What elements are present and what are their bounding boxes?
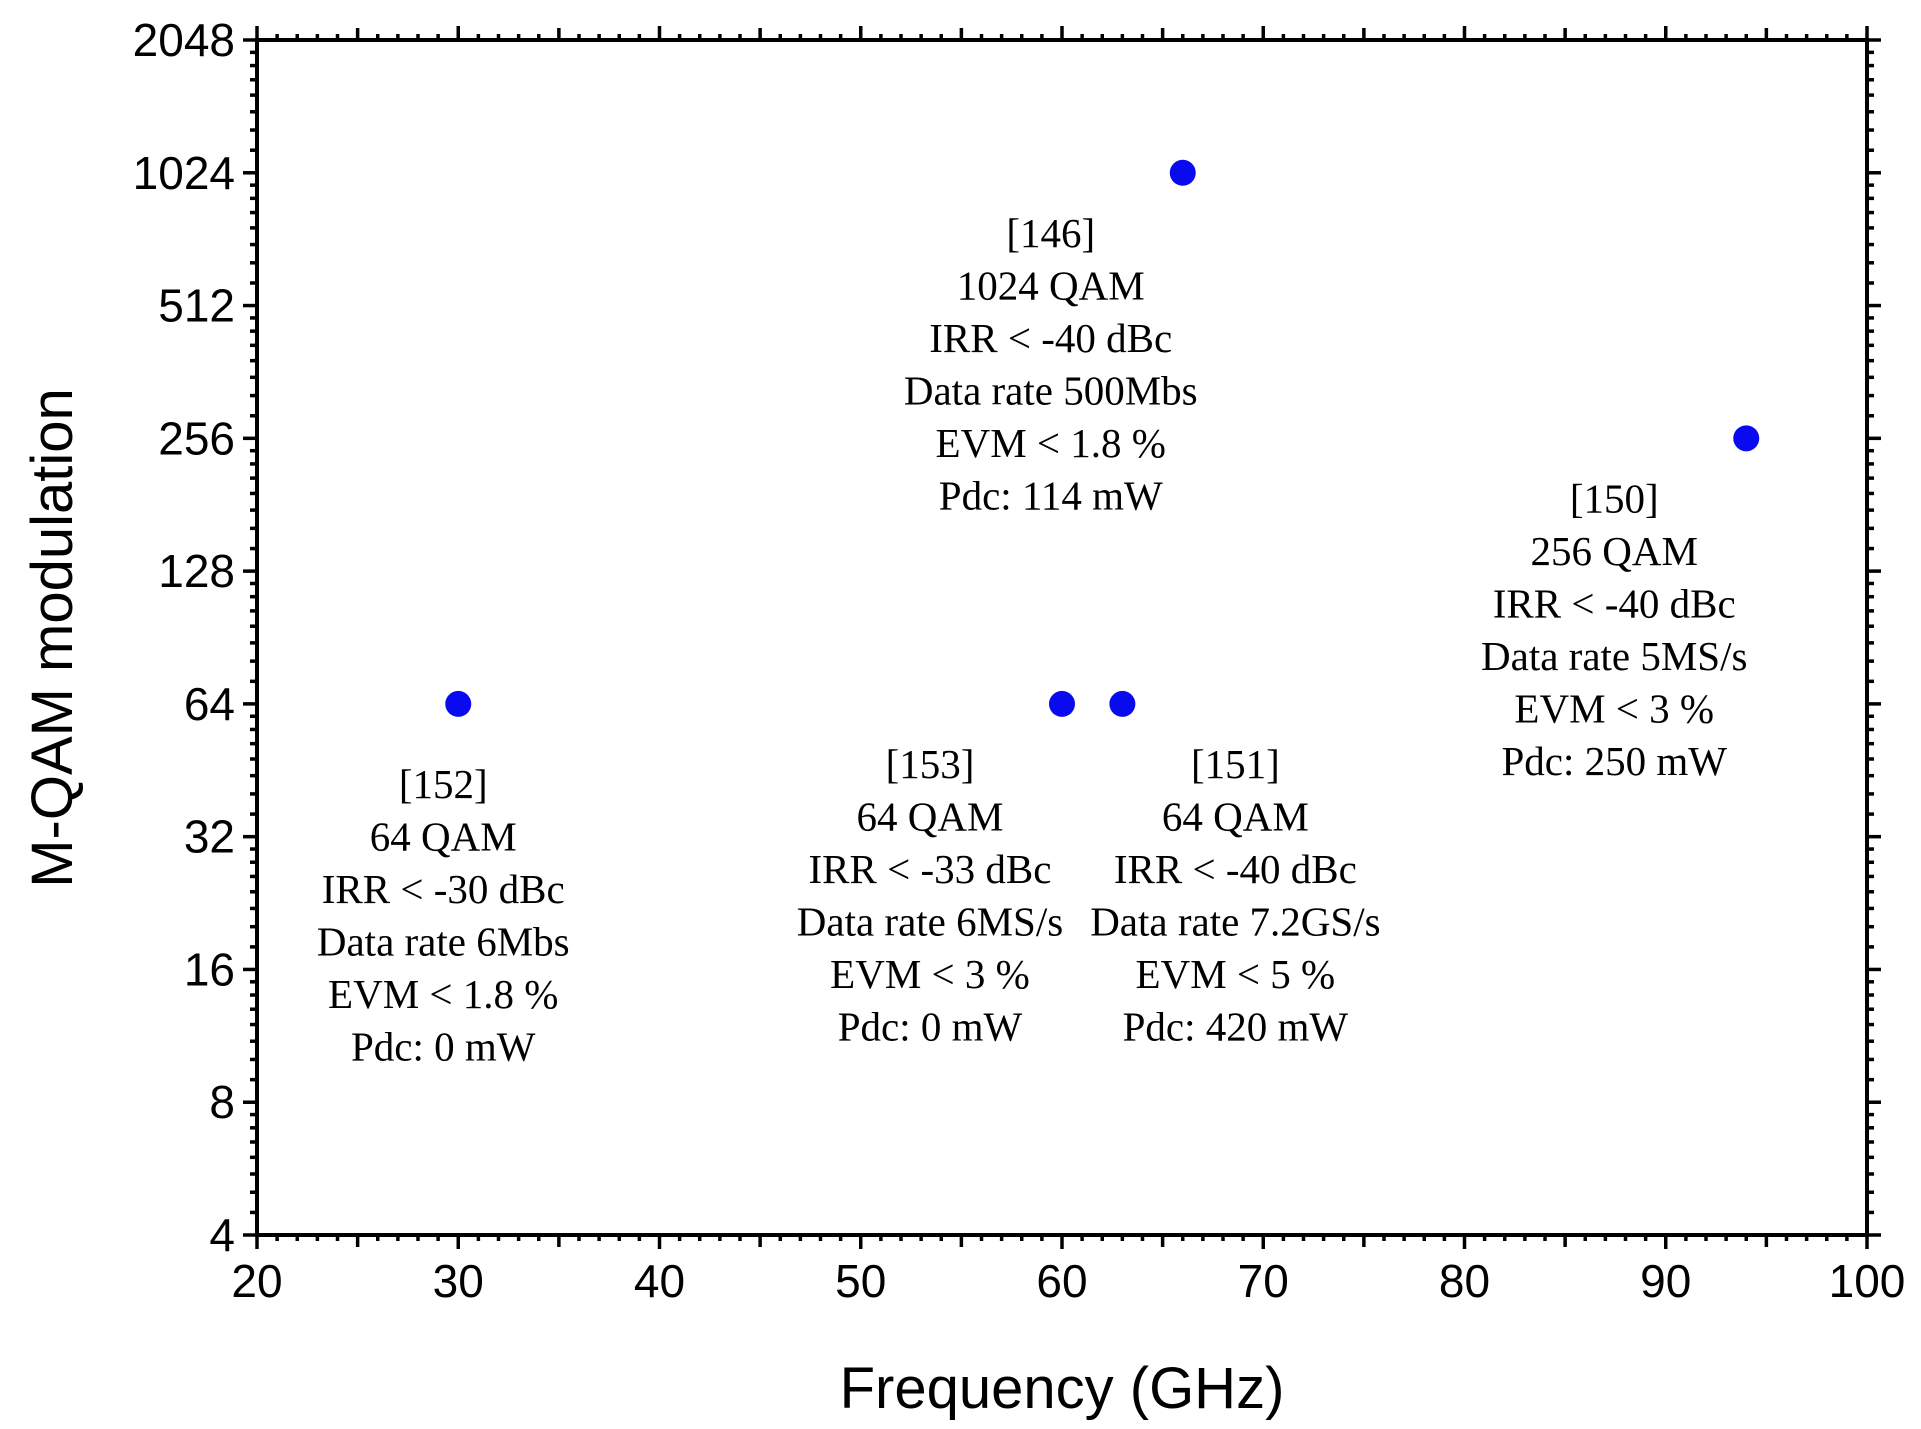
annotation-line: 256 QAM bbox=[1531, 528, 1698, 574]
data-point bbox=[1109, 690, 1136, 717]
data-point bbox=[1733, 425, 1760, 452]
annotation-line: Data rate 5MS/s bbox=[1481, 633, 1747, 679]
annotation-line: Data rate 500Mbs bbox=[904, 367, 1198, 413]
annotation-line: EVM < 3 % bbox=[1514, 685, 1714, 731]
data-point bbox=[445, 690, 472, 717]
annotation-line: 64 QAM bbox=[370, 813, 517, 859]
y-tick-label: 32 bbox=[184, 811, 235, 863]
y-tick-label: 16 bbox=[184, 943, 235, 995]
annotation-line: EVM < 3 % bbox=[830, 951, 1030, 997]
point-annotation: [150] 256 QAM IRR < -40 dBc Data rate 5MS/s… bbox=[1481, 475, 1747, 784]
x-tick-label: 50 bbox=[835, 1255, 886, 1307]
y-axis-title: M-QAM modulation bbox=[20, 388, 85, 888]
annotation-line: [146] bbox=[1006, 210, 1095, 256]
annotation-line: IRR < -40 dBc bbox=[1493, 580, 1736, 626]
x-tick-label: 40 bbox=[634, 1255, 685, 1307]
data-point bbox=[1169, 159, 1196, 186]
x-tick-label: 60 bbox=[1036, 1255, 1087, 1307]
y-tick-label: 4 bbox=[209, 1209, 235, 1261]
annotation-line: Pdc: 114 mW bbox=[939, 472, 1163, 518]
annotation-line: EVM < 1.8 % bbox=[936, 420, 1166, 466]
x-axis-title: Frequency (GHz) bbox=[840, 1356, 1285, 1421]
annotation-line: [151] bbox=[1191, 741, 1280, 787]
annotation-line: IRR < -33 dBc bbox=[809, 846, 1052, 892]
annotation-line: IRR < -30 dBc bbox=[322, 866, 565, 912]
annotation-line: Pdc: 420 mW bbox=[1123, 1003, 1349, 1049]
annotation-line: [153] bbox=[886, 741, 975, 787]
x-tick-label: 90 bbox=[1640, 1255, 1691, 1307]
annotations: [152] 64 QAM IRR < -30 dBc Data rate 6Mbs EV… bbox=[317, 210, 1748, 1070]
y-tick-label: 64 bbox=[184, 678, 235, 730]
annotation-line: 64 QAM bbox=[857, 793, 1004, 839]
annotation-line: IRR < -40 dBc bbox=[1114, 846, 1357, 892]
annotation-line: EVM < 5 % bbox=[1136, 951, 1336, 997]
y-tick-label: 8 bbox=[209, 1076, 235, 1128]
annotation-line: IRR < -40 dBc bbox=[929, 315, 1172, 361]
y-tick-label: 512 bbox=[158, 280, 235, 332]
point-annotation: [151] 64 QAM IRR < -40 dBc Data rate 7.2GS/… bbox=[1090, 741, 1380, 1050]
y-tick-labels: 4 8 16 32 64 128 256 512 1024 2048 bbox=[133, 14, 235, 1261]
annotation-line: [152] bbox=[399, 761, 488, 807]
annotation-line: 64 QAM bbox=[1162, 793, 1309, 839]
annotation-line: 1024 QAM bbox=[957, 262, 1145, 308]
annotation-line: EVM < 1.8 % bbox=[328, 971, 558, 1017]
x-tick-label: 20 bbox=[231, 1255, 282, 1307]
annotation-line: Pdc: 0 mW bbox=[351, 1023, 536, 1069]
annotation-line: Pdc: 0 mW bbox=[838, 1003, 1023, 1049]
x-tick-label: 100 bbox=[1829, 1255, 1906, 1307]
annotation-line: Data rate 6Mbs bbox=[317, 918, 570, 964]
x-tick-label: 70 bbox=[1238, 1255, 1289, 1307]
annotation-line: [150] bbox=[1570, 475, 1659, 521]
point-annotation: [152] 64 QAM IRR < -30 dBc Data rate 6Mbs EV… bbox=[317, 761, 570, 1070]
y-ticks bbox=[243, 38, 1881, 1237]
x-tick-labels: 20 30 40 50 60 70 80 90 100 bbox=[231, 1255, 1905, 1307]
x-ticks bbox=[255, 26, 1869, 1249]
y-tick-label: 2048 bbox=[133, 14, 235, 66]
point-annotation: [146] 1024 QAM IRR < -40 dBc Data rate 500M… bbox=[904, 210, 1198, 519]
x-tick-label: 80 bbox=[1439, 1255, 1490, 1307]
y-tick-label: 1024 bbox=[133, 147, 235, 199]
data-point bbox=[1049, 690, 1075, 717]
point-annotation: [153] 64 QAM IRR < -33 dBc Data rate 6MS/s E… bbox=[797, 741, 1063, 1050]
data-points bbox=[445, 159, 1760, 717]
annotation-line: Data rate 6MS/s bbox=[797, 898, 1063, 944]
y-tick-label: 256 bbox=[158, 412, 235, 464]
y-tick-label: 128 bbox=[158, 545, 235, 597]
annotation-line: Pdc: 250 mW bbox=[1502, 738, 1728, 784]
annotation-line: Data rate 7.2GS/s bbox=[1090, 898, 1380, 944]
x-tick-label: 30 bbox=[433, 1255, 484, 1307]
